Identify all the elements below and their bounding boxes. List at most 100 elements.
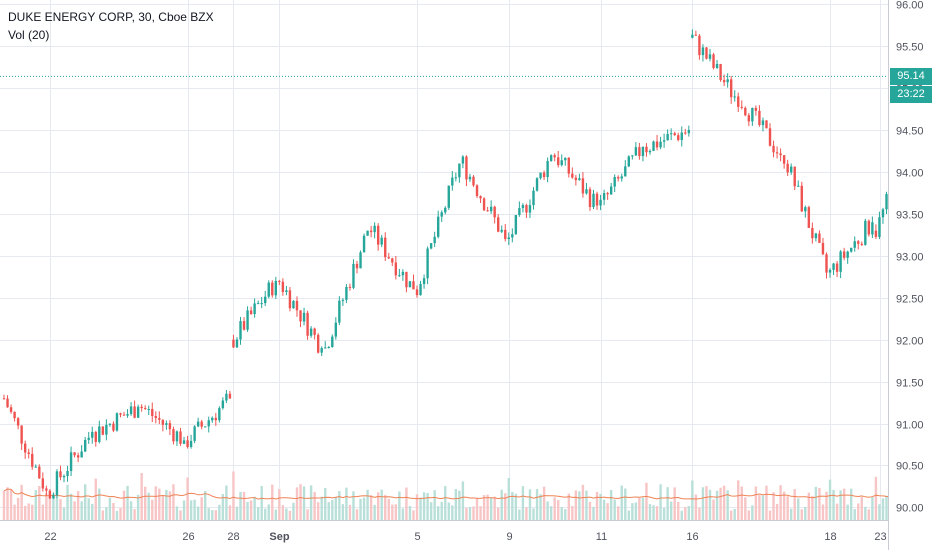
volume-bar <box>429 502 433 520</box>
volume-bar <box>129 501 133 520</box>
volume-bar <box>338 491 341 520</box>
volume-bar <box>655 506 659 520</box>
candle-body <box>846 251 849 258</box>
volume-bar <box>814 486 818 520</box>
candle-body <box>239 321 242 340</box>
candle-body <box>295 300 299 311</box>
volume-bar <box>567 493 570 520</box>
volume-bar <box>811 495 814 520</box>
volume-bar <box>55 497 59 520</box>
candle-body <box>76 455 80 458</box>
volume-bar <box>204 490 207 520</box>
volume-bar <box>267 504 270 520</box>
volume-bar <box>324 487 327 520</box>
volume-bar <box>786 496 789 520</box>
candle-body <box>278 280 281 282</box>
candle-body <box>69 452 73 471</box>
volume-bar <box>553 497 556 520</box>
x-tick-label: Sep <box>269 531 289 543</box>
candle-body <box>309 328 313 336</box>
candle-body <box>828 269 832 273</box>
volume-bar <box>211 510 214 520</box>
volume-bar <box>133 509 136 520</box>
volume-bar <box>341 504 345 520</box>
candle-body <box>299 310 302 322</box>
candle-body <box>754 107 758 111</box>
volume-bar <box>737 480 740 520</box>
candle-body <box>391 258 394 263</box>
candle-body <box>73 452 76 456</box>
candle-body <box>751 107 754 122</box>
candle-body <box>172 429 175 442</box>
volume-bar <box>694 494 698 520</box>
candle-body <box>705 47 708 59</box>
volume-bar <box>521 486 525 520</box>
volume-bar <box>489 497 493 520</box>
volume-bar <box>154 486 157 520</box>
volume-bar <box>564 509 567 520</box>
candle-body <box>511 234 514 238</box>
volume-bar <box>797 498 800 520</box>
x-tick-label: 11 <box>596 531 607 543</box>
candle-body <box>592 193 595 208</box>
candle-body <box>585 189 588 194</box>
volume-bar <box>256 507 260 520</box>
volume-bar <box>2 490 6 520</box>
countdown-tag: 23:22 <box>890 86 932 104</box>
volume-bar <box>486 494 489 520</box>
volume-bar <box>426 493 429 520</box>
candle-body <box>708 54 712 59</box>
volume-bar <box>592 506 595 520</box>
candle-body <box>249 310 253 315</box>
candle-body <box>175 431 179 442</box>
candle-body <box>839 251 842 272</box>
volume-bar <box>729 510 733 520</box>
x-tick-label: 23 <box>874 531 886 543</box>
volume-bar <box>839 490 842 520</box>
volume-bar <box>641 497 645 520</box>
volume-bar <box>62 507 66 520</box>
candle-body <box>380 237 383 245</box>
volume-bar <box>345 487 348 520</box>
volume-bar <box>394 504 398 520</box>
volume-bar <box>73 501 76 520</box>
volume-bar <box>765 485 768 520</box>
candle-body <box>320 348 323 353</box>
y-tick-label: 92.50 <box>896 294 924 306</box>
candle-body <box>45 488 48 491</box>
candle-body <box>83 439 87 452</box>
candle-body <box>281 281 285 292</box>
volume-bar <box>391 504 394 520</box>
candle-body <box>768 128 772 146</box>
candle-body <box>528 205 532 213</box>
volume-bar <box>860 496 863 520</box>
candle-body <box>733 96 736 98</box>
volume-bar <box>179 510 182 520</box>
volume-bar <box>369 495 373 520</box>
candle-body <box>207 420 210 427</box>
candle-body <box>232 339 235 348</box>
y-tick-label: 91.50 <box>896 378 924 390</box>
volume-bar <box>359 498 362 520</box>
volume-bar <box>581 484 585 520</box>
candle-body <box>179 431 182 444</box>
volume-bar <box>288 510 292 520</box>
volume-bar <box>535 488 539 520</box>
candle-body <box>165 423 168 425</box>
volume-bar <box>221 494 225 520</box>
candle-body <box>408 281 412 288</box>
candle-body <box>645 146 648 153</box>
volume-bar <box>352 491 355 520</box>
volume-bar <box>401 508 405 520</box>
volume-bar <box>549 506 553 520</box>
volume-bar <box>119 508 122 520</box>
candle-body <box>800 185 803 212</box>
candle-body <box>549 155 553 162</box>
volume-bar <box>433 490 436 520</box>
candle-body <box>444 207 447 213</box>
candle-body <box>659 141 662 148</box>
candle-body <box>2 398 6 400</box>
last-price-tag: 95.14 <box>890 68 932 86</box>
